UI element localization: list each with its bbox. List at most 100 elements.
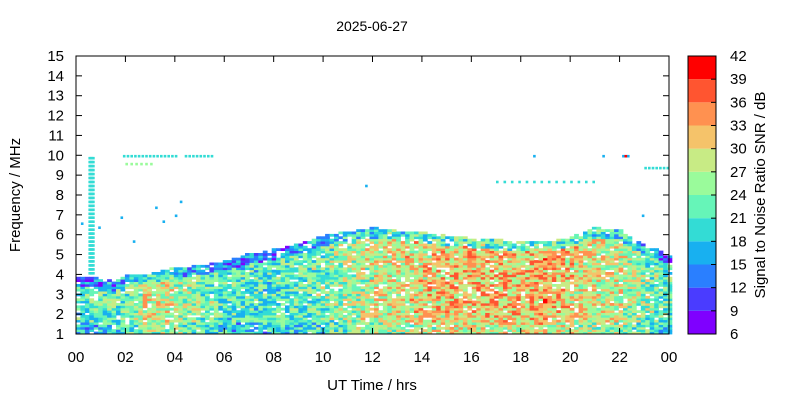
- snr-cell: [618, 255, 624, 259]
- snr-cell: [98, 279, 103, 282]
- snr-cell: [658, 310, 664, 313]
- snr-cell: [378, 281, 384, 285]
- snr-cell: [436, 241, 441, 244]
- snr-cell: [640, 312, 646, 316]
- snr-cell: [173, 317, 179, 321]
- snr-cell: [276, 324, 281, 328]
- x-tick-label: 00: [68, 349, 85, 366]
- snr-cell: [334, 317, 339, 321]
- snr-cell: [627, 269, 633, 273]
- snr-cell: [147, 312, 152, 316]
- snr-cell: [445, 245, 450, 249]
- snr-cell: [111, 284, 117, 287]
- snr-cell: [569, 300, 575, 304]
- snr-cell: [338, 305, 344, 309]
- snr-cell: [471, 303, 477, 306]
- snr-cell: [276, 284, 281, 287]
- snr-cell: [160, 269, 166, 273]
- snr-cell: [543, 260, 548, 263]
- snr-cell: [578, 324, 584, 328]
- snr-cell: [107, 314, 112, 318]
- snr-cell: [538, 319, 544, 323]
- snr-cell: [627, 331, 633, 335]
- snr-cell: [614, 291, 619, 294]
- snr-cell: [445, 253, 450, 256]
- snr-cell: [507, 264, 513, 268]
- snr-cell: [289, 310, 295, 313]
- snr-cell: [196, 281, 201, 285]
- snr-cell: [600, 284, 606, 287]
- snr-cell: [351, 291, 357, 294]
- snr-cell: [280, 326, 286, 330]
- snr-cell: [600, 248, 606, 251]
- snr-cell: [418, 317, 424, 321]
- snr-cell: [102, 310, 108, 313]
- snr-cell: [111, 319, 117, 323]
- snr-cell: [276, 298, 281, 302]
- snr-cell: [520, 300, 526, 304]
- snr-cell: [133, 303, 139, 306]
- snr-cell: [631, 279, 637, 282]
- snr-cell: [636, 269, 642, 273]
- snr-cell: [587, 233, 593, 237]
- snr-cell: [574, 264, 579, 268]
- snr-cell: [543, 267, 548, 271]
- snr-cell: [289, 300, 295, 304]
- snr-cell: [422, 274, 428, 278]
- snr-cell: [267, 262, 272, 266]
- snr-cell: [418, 314, 424, 318]
- snr-cell: [351, 262, 357, 266]
- snr-cell: [129, 281, 135, 285]
- snr-cell: [587, 236, 593, 240]
- snr-cell: [369, 279, 375, 282]
- snr-cell: [436, 260, 441, 263]
- snr-cell: [329, 324, 335, 328]
- snr-cell: [160, 298, 166, 302]
- snr-cell: [160, 322, 166, 325]
- snr-cell: [436, 248, 441, 251]
- snr-cell: [222, 305, 228, 309]
- snr-cell: [236, 298, 241, 302]
- snr-cell: [405, 243, 410, 247]
- snr-cell: [160, 307, 166, 311]
- snr-cell: [80, 310, 86, 313]
- snr-cell: [218, 307, 224, 311]
- snr-cell: [583, 269, 588, 273]
- snr-cell: [414, 279, 419, 282]
- snr-cell: [476, 243, 482, 247]
- snr-cell: [543, 248, 548, 251]
- snr-cell: [623, 236, 628, 240]
- snr-cell: [658, 276, 664, 280]
- snr-cell: [587, 274, 593, 278]
- snr-cell: [645, 305, 651, 309]
- snr-cell: [640, 314, 646, 318]
- snr-cell: [98, 317, 103, 321]
- snr-cell: [569, 293, 575, 297]
- snr-cell: [302, 329, 308, 332]
- snr-cell: [529, 312, 535, 316]
- snr-cell: [89, 317, 95, 321]
- snr-cell: [133, 298, 139, 302]
- snr-cell: [480, 322, 486, 325]
- snr-cell: [551, 274, 557, 278]
- snr-cell: [222, 312, 228, 316]
- snr-cell: [418, 305, 424, 309]
- snr-cell: [445, 236, 450, 240]
- snr-cell: [591, 257, 597, 261]
- snr-cell: [240, 257, 246, 261]
- x-tick-label: 06: [216, 349, 233, 366]
- snr-cell: [129, 329, 135, 332]
- snr-cell: [636, 245, 642, 249]
- snr-cell: [338, 298, 344, 302]
- snr-cell: [574, 305, 579, 309]
- snr-cell: [298, 274, 304, 278]
- snr-cell: [182, 288, 188, 292]
- snr-cell: [120, 331, 126, 335]
- snr-cell: [369, 322, 375, 325]
- snr-cell: [356, 274, 361, 278]
- snr-cell: [262, 262, 268, 266]
- snr-cell: [142, 322, 148, 325]
- snr-cell: [462, 272, 468, 275]
- snr-cell: [351, 324, 357, 328]
- y-tick-label: 14: [47, 68, 64, 85]
